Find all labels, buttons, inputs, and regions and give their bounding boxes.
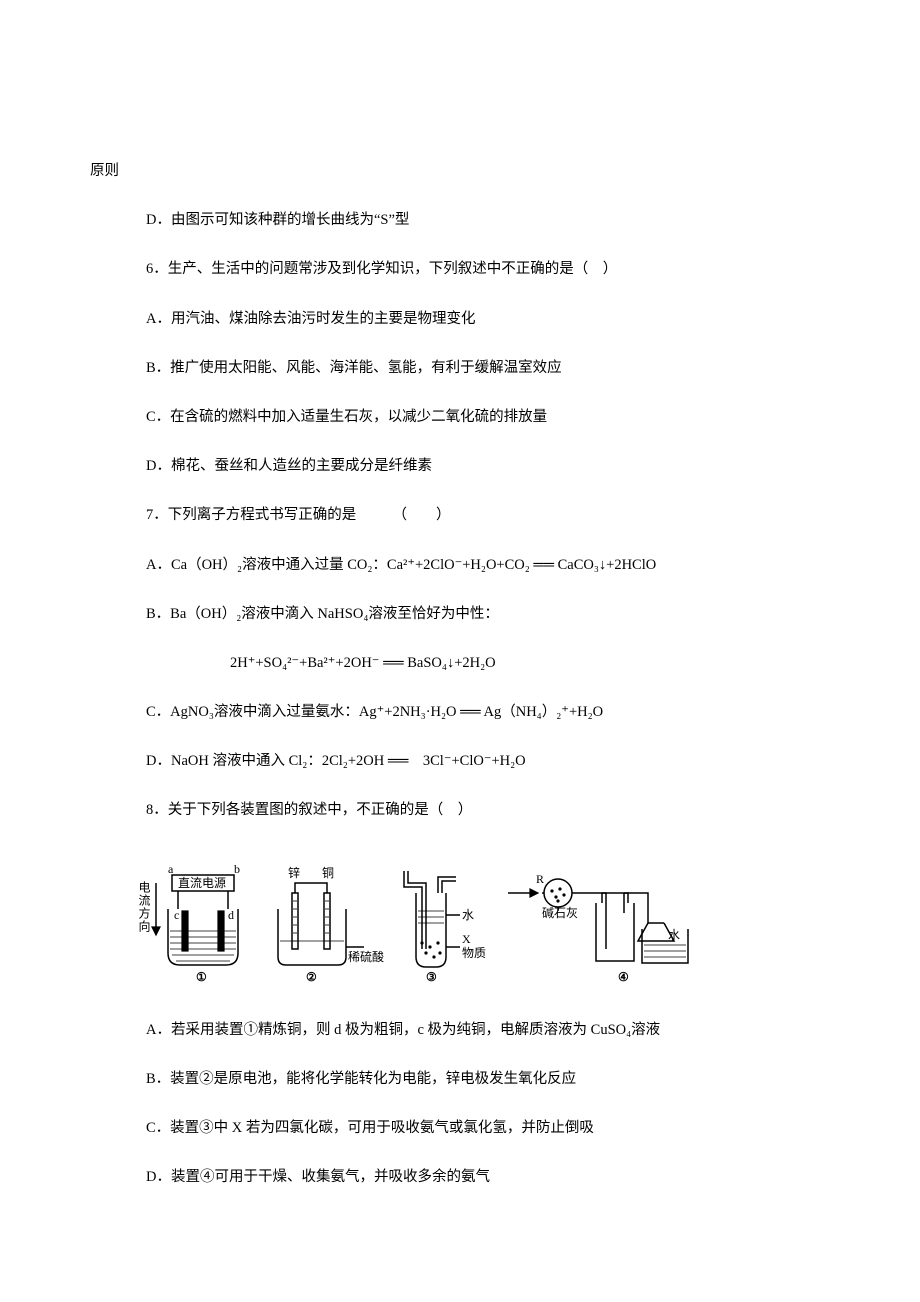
q6-option-b: B．推广使用太阳能、风能、海洋能、氢能，有利于缓解温室效应 bbox=[90, 357, 830, 380]
q8-option-d: D．装置④可用于干燥、收集氨气，并吸收多余的氨气 bbox=[90, 1166, 830, 1189]
label-cu: 铜 bbox=[322, 865, 334, 880]
device-2: 锌 铜 稀硫酸 ② bbox=[278, 865, 384, 984]
q6-option-d: D．棉花、蚕丝和人造丝的主要成分是纤维素 bbox=[90, 455, 830, 478]
q6-option-a: A．用汽油、煤油除去油污时发生的主要是物理变化 bbox=[90, 308, 830, 331]
q7-stem: 7．下列离子方程式书写正确的是 （ ） bbox=[90, 504, 830, 527]
label-num2: ② bbox=[306, 970, 317, 984]
q6-option-c: C．在含硫的燃料中加入适量生石灰，以减少二氧化硫的排放量 bbox=[90, 406, 830, 429]
label-num4: ④ bbox=[618, 970, 629, 984]
exam-page: 原则 D．由图示可知该种群的增长曲线为“S”型 6．生产、生活中的问题常涉及到化… bbox=[0, 0, 920, 1302]
label-x-sub1: X bbox=[462, 932, 471, 946]
label-water2: 水 bbox=[668, 928, 680, 942]
page-header: 原则 bbox=[90, 160, 830, 183]
label-d: d bbox=[228, 908, 234, 922]
q8-option-c: C．装置③中 X 若为四氯化碳，可用于吸收氨气或氯化氢，并防止倒吸 bbox=[90, 1117, 830, 1140]
label-dc-power: 直流电源 bbox=[178, 876, 226, 890]
label-R: R bbox=[536, 872, 544, 886]
q7-option-c: C．AgNO₃溶液中滴入过量氨水：Ag⁺+2NH₃·H₂O ══ Ag（NH₄）… bbox=[90, 701, 830, 724]
apparatus-figure: .s { stroke:#000; stroke-width:1.5; fill… bbox=[138, 853, 698, 993]
label-c: c bbox=[174, 908, 179, 922]
label-b: b bbox=[234, 862, 240, 876]
device-4: R 碱石灰 水 ④ bbox=[508, 872, 688, 984]
q7-option-a: A．Ca（OH）₂溶液中通入过量 CO₂：Ca²⁺+2ClO⁻+H₂O+CO₂ … bbox=[90, 554, 830, 577]
device-3: 水 X 物质 ③ bbox=[404, 871, 486, 984]
label-num3: ③ bbox=[426, 970, 437, 984]
q8-option-b: B．装置②是原电池，能将化学能转化为电能，锌电极发生氧化反应 bbox=[90, 1068, 830, 1091]
q7-option-b-line1: B．Ba（OH）₂溶液中滴入 NaHSO₄溶液至恰好为中性： bbox=[90, 603, 830, 626]
q8-option-a: A．若采用装置①精炼铜，则 d 极为粗铜，c 极为纯铜，电解质溶液为 CuSO₄… bbox=[90, 1019, 830, 1042]
device-1: 电流方向 直流电源 a b c d ① bbox=[138, 862, 240, 984]
label-lime: 碱石灰 bbox=[542, 906, 578, 920]
q7-option-b-line2: 2H⁺+SO₄²⁻+Ba²⁺+2OH⁻ ══ BaSO₄↓+2H₂O bbox=[90, 652, 830, 675]
label-current-direction: 电流方向 bbox=[138, 880, 151, 932]
label-zn: 锌 bbox=[288, 866, 300, 880]
q5-option-d: D．由图示可知该种群的增长曲线为“S”型 bbox=[90, 209, 830, 232]
label-water: 水 bbox=[462, 908, 474, 922]
label-a: a bbox=[168, 862, 174, 876]
label-x-sub2: 物质 bbox=[462, 946, 486, 960]
label-num1: ① bbox=[196, 970, 207, 984]
label-h2so4: 稀硫酸 bbox=[348, 949, 384, 964]
q6-stem: 6．生产、生活中的问题常涉及到化学知识，下列叙述中不正确的是（ ） bbox=[90, 258, 830, 281]
q8-stem: 8．关于下列各装置图的叙述中，不正确的是（ ） bbox=[90, 799, 830, 822]
q7-option-d: D．NaOH 溶液中通入 Cl₂：2Cl₂+2OH ══ 3Cl⁻+ClO⁻+H… bbox=[90, 750, 830, 773]
